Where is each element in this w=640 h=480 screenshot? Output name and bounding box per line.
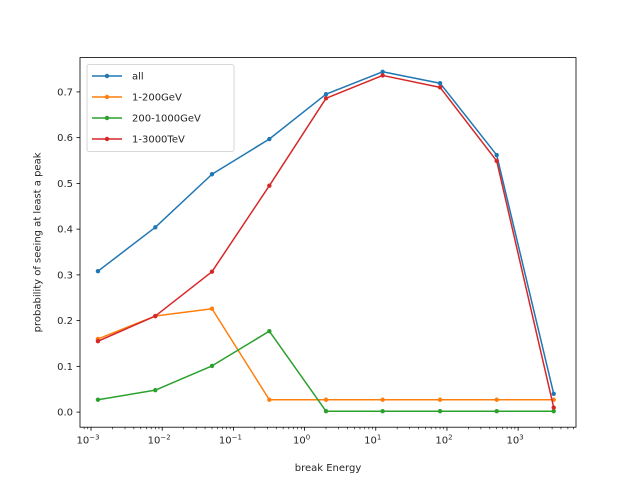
legend-marker: [104, 73, 110, 79]
data-point: [153, 225, 158, 230]
y-tick-label: 0.7: [57, 88, 73, 99]
data-point: [95, 397, 101, 402]
data-point: [551, 408, 556, 414]
data-point: [437, 408, 443, 414]
data-point: [551, 391, 556, 397]
data-point: [494, 158, 499, 164]
data-point: [380, 408, 385, 414]
legend-label: all: [132, 72, 144, 83]
y-tick-label: 0.5: [57, 179, 73, 190]
data-point: [323, 397, 329, 402]
data-point: [153, 387, 158, 393]
legend-label: 1-200GeV: [132, 93, 182, 104]
data-point: [267, 328, 272, 334]
data-point: [267, 183, 272, 188]
data-point: [551, 405, 556, 410]
data-point: [380, 73, 385, 78]
y-tick-label: 0.0: [57, 408, 73, 419]
data-point: [95, 339, 101, 344]
y-tick-label: 0.4: [57, 225, 73, 236]
data-point: [494, 152, 499, 158]
y-tick-label: 0.6: [57, 133, 73, 144]
data-point: [267, 397, 272, 402]
legend-frame: [86, 64, 235, 152]
data-point: [209, 269, 215, 274]
data-point: [209, 306, 215, 311]
data-point: [209, 172, 215, 177]
data-point: [380, 69, 385, 74]
series-layer: [95, 69, 556, 414]
y-axis: 0.0 0.1 0.2 0.3 0.4 0.5 0.6 0.7: [57, 88, 80, 419]
y-axis-label: probability of seeing at least a peak: [33, 152, 44, 332]
data-point: [380, 397, 385, 402]
data-point: [494, 397, 499, 402]
data-point: [437, 397, 443, 402]
x-axis-label: break Energy: [295, 463, 362, 474]
data-point: [95, 269, 101, 274]
data-point: [323, 96, 329, 101]
data-point: [437, 85, 443, 90]
plot-frame: [79, 57, 577, 428]
data-point: [153, 313, 158, 319]
y-tick-label: 0.3: [57, 270, 73, 281]
data-point: [494, 408, 499, 414]
legend-marker: [104, 136, 110, 142]
data-point: [267, 136, 272, 142]
legend: all 1-200GeV 200-1000GeV 1-3000TeV: [86, 64, 235, 152]
data-point: [323, 91, 329, 97]
data-point: [437, 81, 443, 86]
legend-marker: [104, 94, 110, 100]
data-point: [209, 363, 215, 369]
data-point: [323, 408, 329, 414]
y-tick-label: 0.2: [57, 316, 73, 327]
legend-marker: [104, 115, 110, 121]
legend-label: 200-1000GeV: [132, 114, 201, 125]
y-tick-label: 0.1: [57, 362, 73, 373]
legend-label: 1-3000TeV: [132, 135, 185, 146]
